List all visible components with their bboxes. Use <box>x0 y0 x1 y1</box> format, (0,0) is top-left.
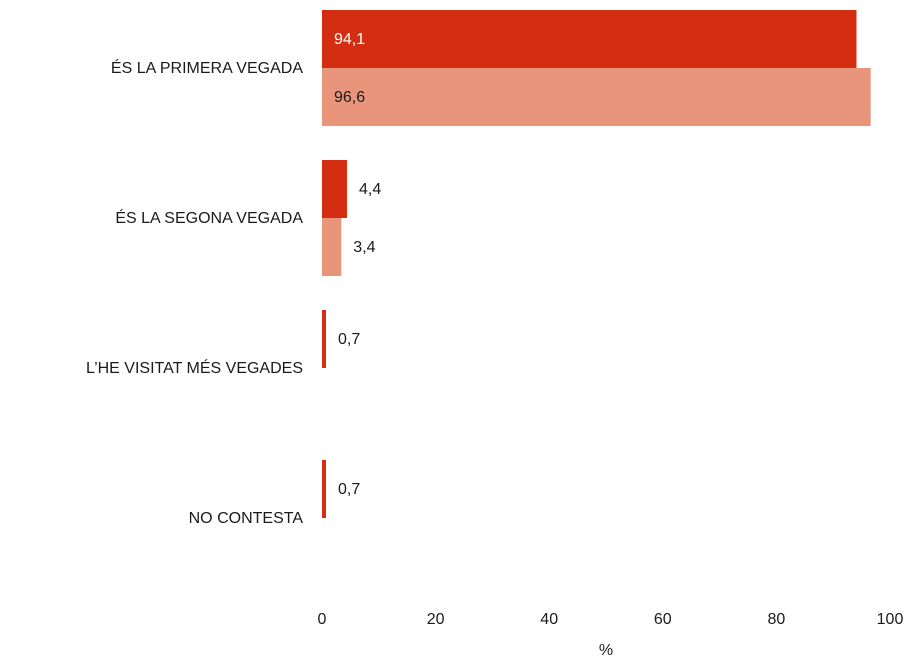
value-label: 96,6 <box>334 89 365 106</box>
x-axis-label: % <box>599 642 613 659</box>
x-tick-label: 0 <box>318 611 327 628</box>
value-label: 0,7 <box>338 481 360 498</box>
category-label: ÉS LA PRIMERA VEGADA <box>111 58 303 77</box>
bar <box>322 10 857 68</box>
bar <box>322 218 342 276</box>
bar <box>322 160 347 218</box>
category-label: ÉS LA SEGONA VEGADA <box>115 208 303 227</box>
x-tick-label: 20 <box>427 611 445 628</box>
bar <box>322 460 326 518</box>
x-tick-label: 80 <box>768 611 786 628</box>
category-label: NO CONTESTA <box>189 510 304 527</box>
x-tick-label: 40 <box>540 611 558 628</box>
x-tick-label: 60 <box>654 611 672 628</box>
bar <box>322 310 326 368</box>
value-label: 0,7 <box>338 331 360 348</box>
value-label: 4,4 <box>359 181 381 198</box>
value-label: 3,4 <box>353 239 375 256</box>
value-label: 94,1 <box>334 31 365 48</box>
x-tick-label: 100 <box>877 611 904 628</box>
category-label: L’HE VISITAT MÉS VEGADES <box>86 358 303 377</box>
bar <box>322 68 871 126</box>
